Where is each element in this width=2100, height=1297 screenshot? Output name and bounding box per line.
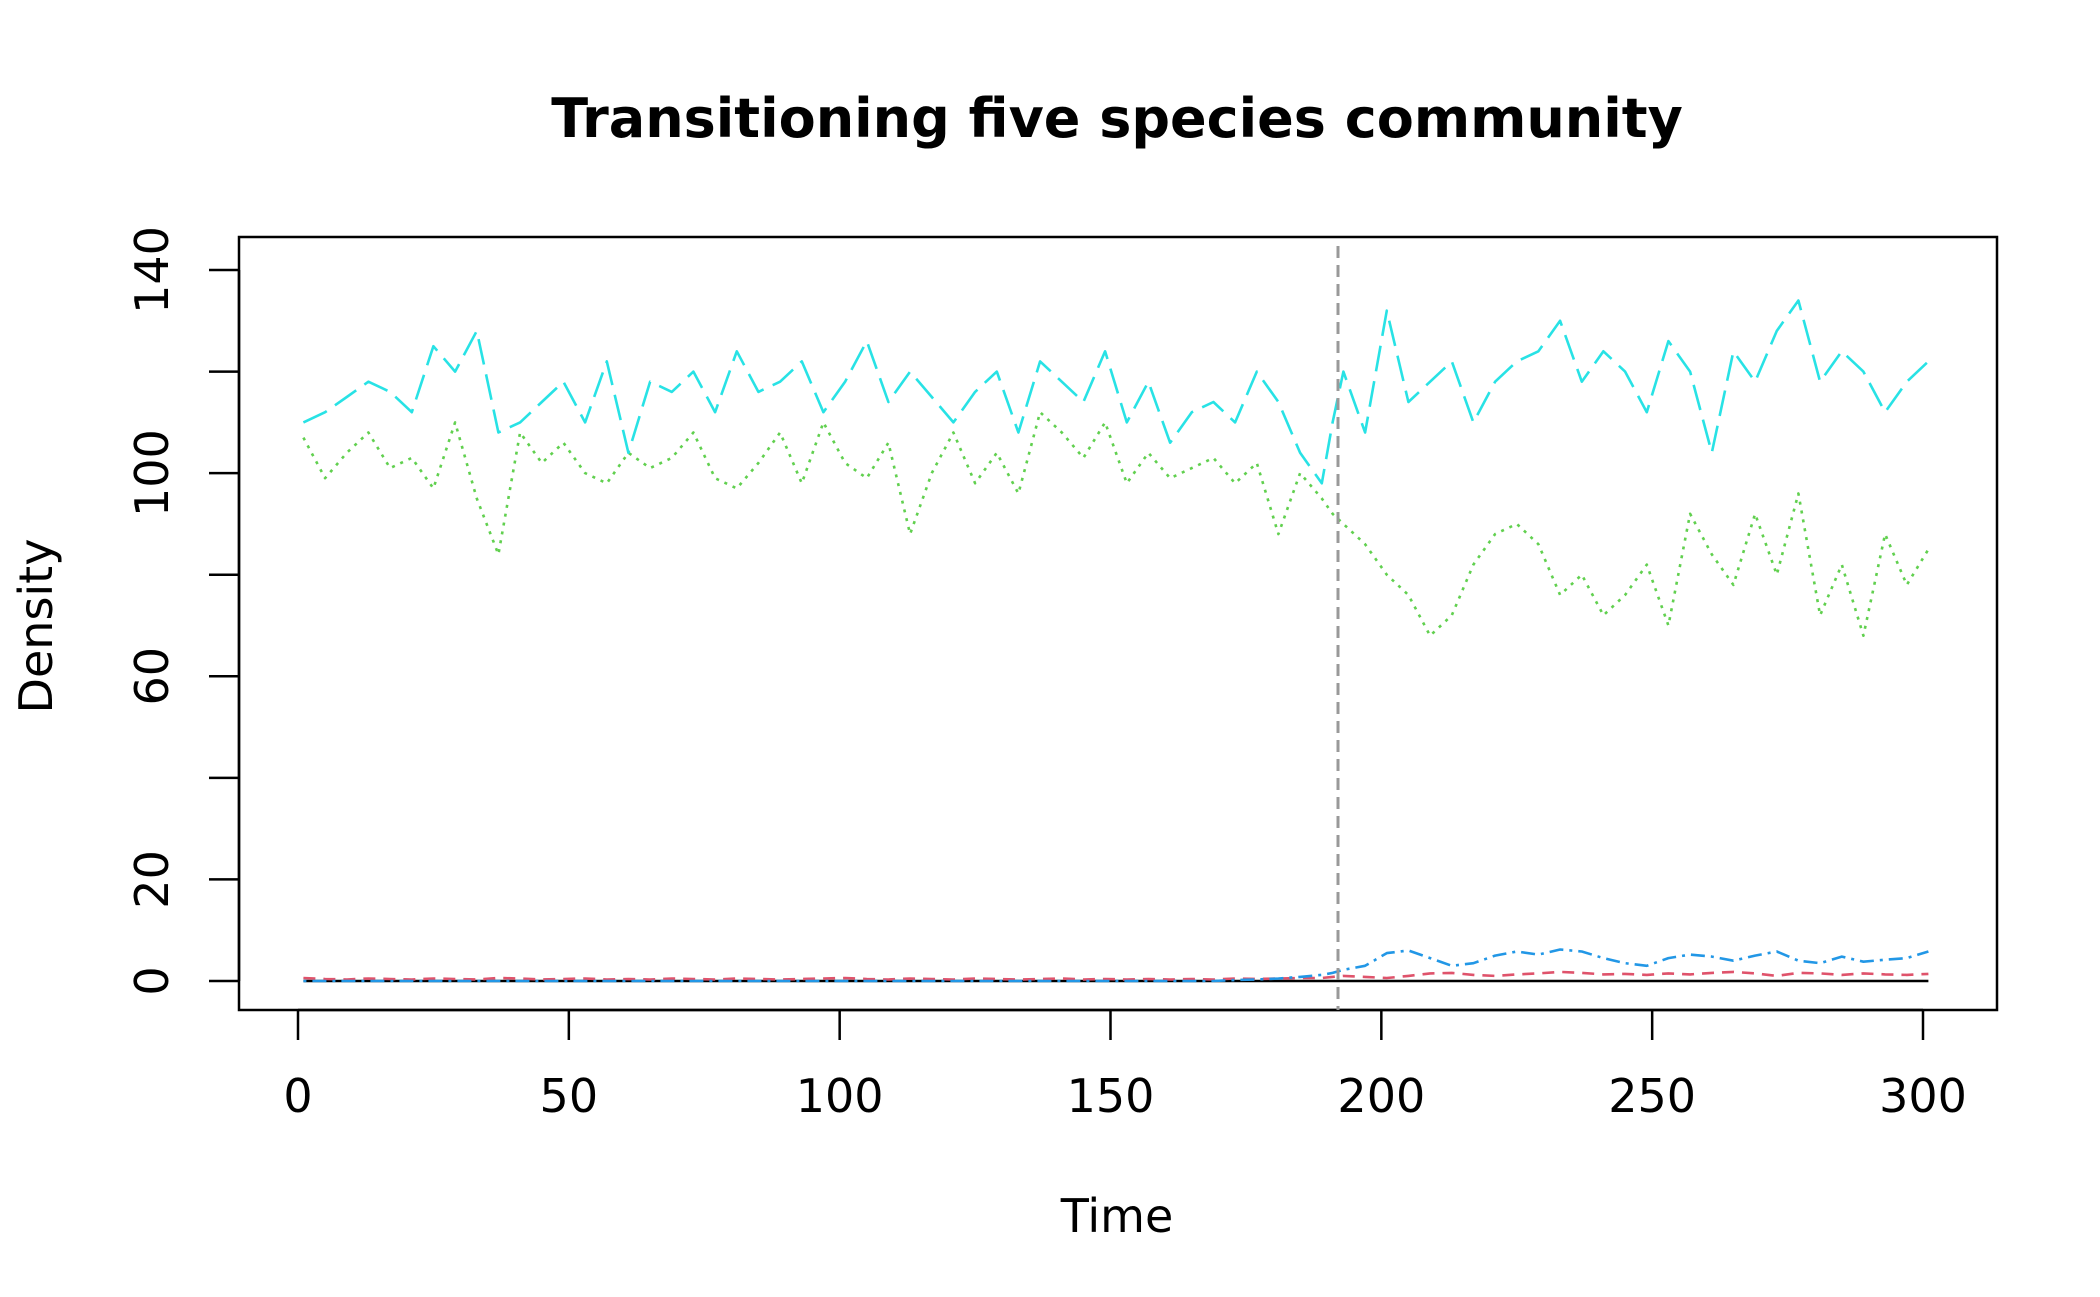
- x-tick-label: 50: [540, 1069, 599, 1123]
- y-tick-label: 100: [125, 429, 179, 517]
- plot-frame: [237, 235, 1999, 1012]
- chart-title: Transitioning five species community: [551, 87, 1683, 150]
- x-axis: 0 50 100 150 200 250 300: [283, 1008, 1967, 1123]
- series-line-3: [302, 410, 1930, 638]
- x-tick-label: 200: [1337, 1069, 1425, 1123]
- y-axis-label: Density: [9, 539, 63, 714]
- x-tick-label: 100: [796, 1069, 884, 1123]
- x-axis-label: Time: [1060, 1189, 1174, 1243]
- y-tick-label: 140: [125, 226, 179, 314]
- series-line-4: [303, 948, 1929, 983]
- series-line-5: [302, 299, 1930, 485]
- series-layer: [302, 299, 1930, 983]
- x-tick-label: 300: [1879, 1069, 1967, 1123]
- y-axis: 0 20 60 100 140: [125, 226, 241, 996]
- y-tick-label: 60: [125, 647, 179, 706]
- x-tick-label: 250: [1608, 1069, 1696, 1123]
- x-tick-label: 0: [283, 1069, 312, 1123]
- series-line-2: [303, 970, 1929, 981]
- x-tick-label: 150: [1067, 1069, 1155, 1123]
- y-tick-label: 0: [125, 966, 179, 995]
- y-tick-label: 20: [125, 850, 179, 909]
